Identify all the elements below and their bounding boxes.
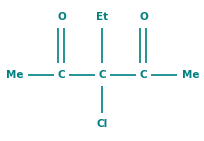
Text: C: C: [98, 70, 106, 80]
Text: O: O: [57, 12, 65, 22]
Text: Cl: Cl: [96, 119, 108, 129]
Text: Me: Me: [181, 70, 198, 80]
Text: C: C: [57, 70, 65, 80]
Text: Me: Me: [6, 70, 23, 80]
Text: C: C: [139, 70, 147, 80]
Text: O: O: [139, 12, 147, 22]
Text: Et: Et: [96, 12, 108, 22]
